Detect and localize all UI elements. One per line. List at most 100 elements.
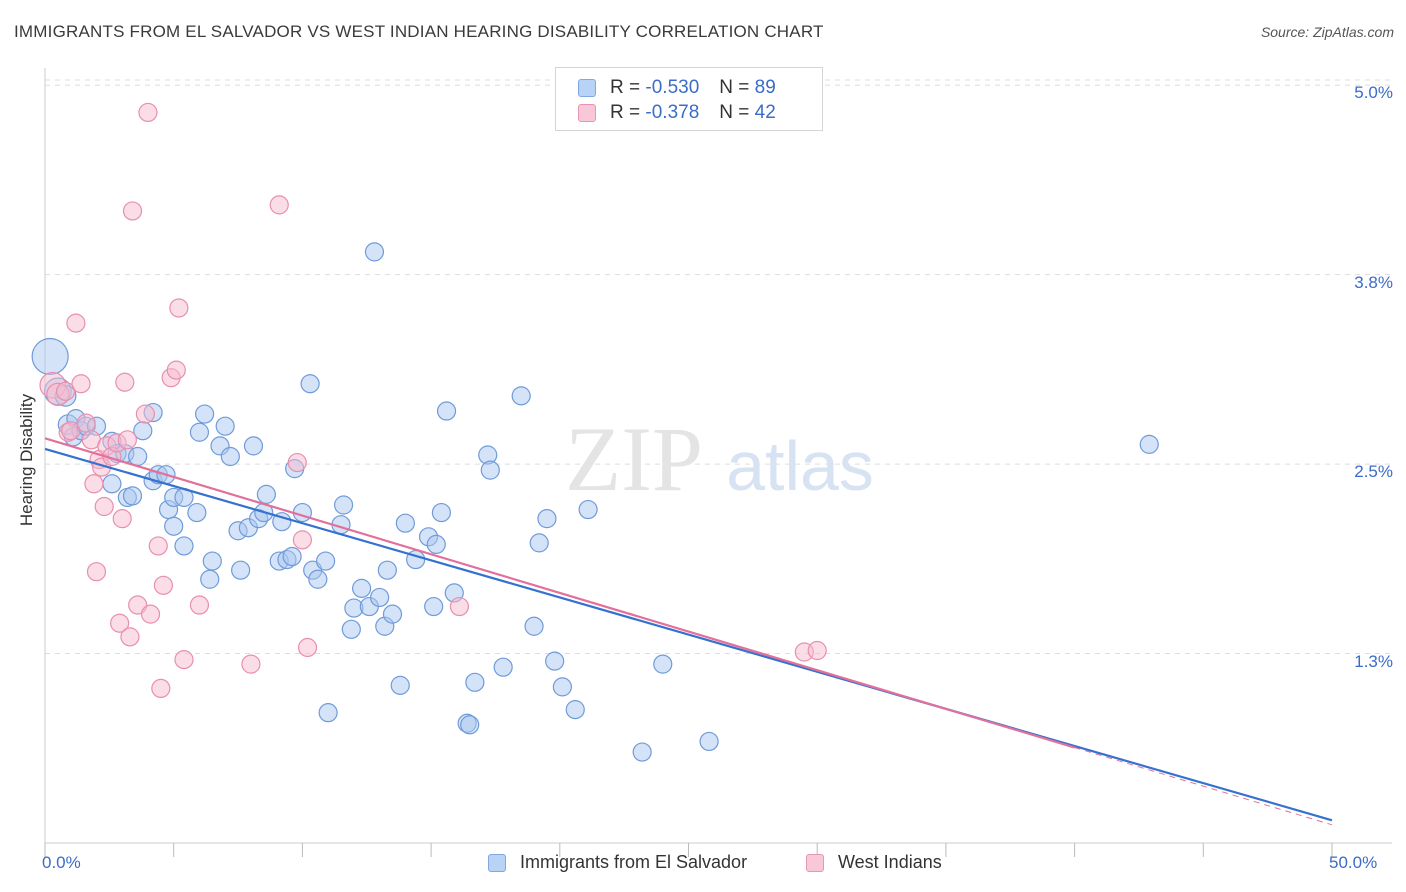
- point-west-indians: [112, 509, 132, 529]
- point-el-salvador: [187, 502, 207, 523]
- point-el-salvador: [231, 560, 251, 580]
- point-el-salvador: [352, 578, 372, 598]
- point-el-salvador: [480, 460, 500, 480]
- point-el-salvador: [529, 533, 549, 553]
- point-west-indians: [76, 413, 96, 433]
- y-tick-label: 5.0%: [1354, 83, 1393, 103]
- point-el-salvador: [424, 596, 444, 617]
- point-el-salvador: [318, 703, 338, 723]
- point-west-indians: [153, 575, 174, 595]
- point-west-indians: [287, 452, 307, 473]
- point-el-salvador: [202, 551, 222, 571]
- point-el-salvador: [524, 616, 544, 636]
- point-west-indians: [135, 404, 155, 424]
- watermark-atlas: atlas: [726, 427, 874, 505]
- point-el-salvador: [308, 569, 328, 589]
- source-credit: Source: ZipAtlas.com: [1260, 24, 1394, 40]
- legend-label: Immigrants from El Salvador: [520, 852, 748, 872]
- point-west-indians: [148, 536, 168, 556]
- point-el-salvador: [341, 619, 361, 639]
- point-el-salvador: [200, 569, 220, 589]
- point-west-indians: [61, 421, 81, 441]
- legend-r-value: -0.530: [645, 77, 700, 98]
- point-west-indians: [86, 562, 107, 582]
- point-el-salvador: [465, 672, 485, 692]
- point-el-salvador: [122, 486, 143, 506]
- point-el-salvador: [578, 499, 598, 520]
- series-west-indians-points: [39, 102, 827, 699]
- point-el-salvador: [282, 546, 302, 567]
- legend-n-value: 42: [754, 102, 776, 123]
- point-west-indians: [169, 298, 189, 318]
- legend-r-value: -0.378: [645, 102, 700, 123]
- point-west-indians: [189, 595, 210, 615]
- legend-label: West Indians: [838, 852, 942, 872]
- legend-swatch-pink: [806, 853, 824, 872]
- point-west-indians: [166, 360, 186, 380]
- watermark-zip: ZIP: [565, 408, 703, 510]
- point-el-salvador: [545, 651, 565, 671]
- y-tick-label: 2.5%: [1354, 462, 1393, 482]
- x-tick-label-max: 50.0%: [1329, 853, 1378, 872]
- point-west-indians: [71, 374, 91, 394]
- point-el-salvador: [194, 404, 215, 424]
- point-el-salvador: [390, 675, 410, 695]
- point-west-indians: [151, 678, 171, 699]
- point-el-salvador: [364, 242, 385, 262]
- correlation-legend: R = -0.530 N = 89 R = -0.378 N = 42: [555, 67, 823, 131]
- y-tick-label: 3.8%: [1354, 272, 1393, 292]
- point-west-indians: [269, 195, 289, 215]
- point-west-indians: [122, 201, 143, 221]
- chart-title: IMMIGRANTS FROM EL SALVADOR VS WEST INDI…: [14, 22, 824, 41]
- point-el-salvador: [243, 436, 264, 456]
- point-west-indians: [292, 530, 312, 550]
- legend-swatch-pink: [578, 104, 596, 122]
- point-el-salvador: [537, 509, 557, 529]
- point-west-indians: [120, 627, 140, 647]
- point-west-indians: [807, 640, 827, 661]
- legend-r-label: R =: [610, 102, 641, 123]
- point-el-salvador: [382, 604, 403, 624]
- legend-item-el-salvador: Immigrants from El Salvador: [488, 852, 747, 873]
- point-el-salvador: [699, 731, 719, 752]
- point-el-salvador: [164, 516, 184, 536]
- legend-swatch-blue: [488, 853, 506, 872]
- point-el-salvador: [431, 502, 451, 523]
- point-el-salvador: [460, 715, 480, 735]
- point-el-salvador: [377, 560, 397, 580]
- point-el-salvador: [256, 484, 276, 504]
- trend-lines: [44, 437, 1333, 826]
- point-west-indians: [117, 430, 137, 450]
- point-el-salvador: [511, 386, 531, 406]
- legend-swatch-blue: [578, 79, 596, 97]
- point-west-indians: [241, 654, 261, 674]
- trend-line-el-salvador: [44, 447, 1333, 822]
- point-el-salvador: [552, 677, 572, 697]
- legend-n-label: N =: [719, 102, 750, 123]
- point-west-indians: [174, 650, 194, 670]
- point-el-salvador: [315, 551, 336, 571]
- point-west-indians: [94, 496, 114, 517]
- trend-line-west-indians: [44, 437, 1075, 749]
- legend-row-el-salvador: R = -0.530 N = 89: [578, 76, 776, 100]
- legend-row-west-indians: R = -0.378 N = 42: [578, 101, 776, 125]
- point-west-indians: [110, 613, 130, 633]
- legend-n-label: N =: [719, 77, 750, 98]
- point-west-indians: [449, 596, 470, 617]
- series-legend: Immigrants from El Salvador West Indians: [0, 852, 1406, 878]
- point-el-salvador: [220, 446, 240, 467]
- point-el-salvador: [436, 401, 457, 421]
- point-el-salvador: [653, 654, 673, 674]
- point-el-salvador: [565, 700, 585, 720]
- point-el-salvador: [31, 337, 69, 376]
- point-el-salvador: [426, 534, 446, 555]
- legend-n-value: 89: [754, 77, 776, 98]
- point-west-indians: [66, 313, 86, 333]
- point-el-salvador: [189, 422, 210, 442]
- point-el-salvador: [272, 512, 292, 532]
- point-el-salvador: [300, 374, 320, 394]
- point-el-salvador: [493, 657, 513, 677]
- point-west-indians: [84, 474, 104, 494]
- legend-r-label: R =: [610, 77, 641, 98]
